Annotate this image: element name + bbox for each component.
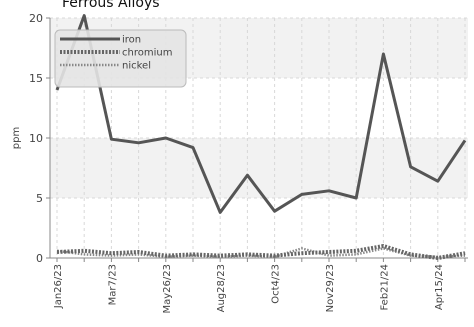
series-line-iron bbox=[55, 14, 467, 214]
legend-label-iron: iron bbox=[122, 35, 141, 46]
y-tick-label: 5 bbox=[36, 192, 43, 205]
series-line-chromium bbox=[56, 244, 466, 260]
legend-label-nickel: nickel bbox=[122, 61, 151, 72]
y-tick-label: 10 bbox=[29, 132, 43, 145]
x-tick-label: Mar7/23 bbox=[107, 264, 118, 305]
x-tick-label: Feb21/24 bbox=[379, 264, 390, 311]
grid-band bbox=[50, 138, 468, 198]
y-tick-label: 0 bbox=[36, 252, 43, 265]
x-tick-label: Oct4/23 bbox=[271, 264, 282, 304]
legend-label-chromium: chromium bbox=[122, 48, 172, 59]
x-tick-label: Jan26/23 bbox=[53, 264, 64, 309]
chart-series bbox=[55, 14, 467, 260]
legend-box bbox=[54, 29, 187, 88]
x-tick-label: Apr15/24 bbox=[434, 264, 445, 310]
x-tick-label: May26/23 bbox=[162, 264, 173, 314]
chart-legend: iron chromium nickel bbox=[54, 29, 187, 88]
y-tick-label: 15 bbox=[29, 72, 43, 85]
chart-bands bbox=[50, 18, 468, 198]
y-tick-label: 20 bbox=[29, 12, 43, 25]
x-tick-label: Nov29/23 bbox=[325, 264, 336, 312]
x-tick-label: Aug28/23 bbox=[216, 264, 227, 312]
chart-title: Ferrous Alloys bbox=[62, 0, 160, 11]
chart-axes: 0 5 10 15 20 Jan26/23 Mar7/23 May26/23 Aug28/23 O… bbox=[29, 12, 468, 314]
y-axis-label: ppm bbox=[11, 127, 22, 149]
